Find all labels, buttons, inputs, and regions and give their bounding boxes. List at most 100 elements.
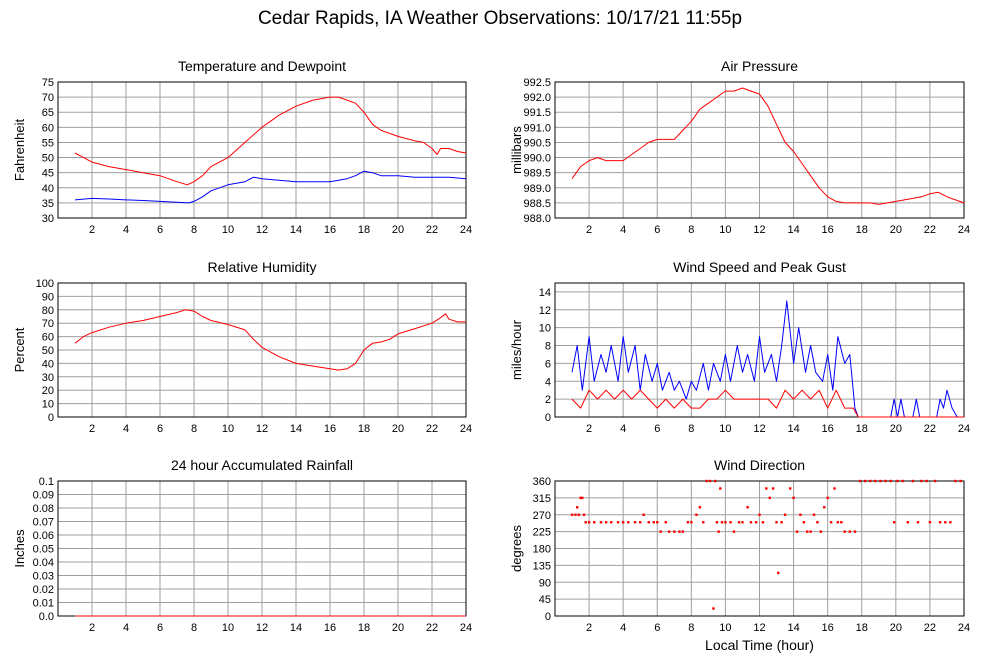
pressure-chart: 2 4 6 8 10 12 14 16 18 20 22 24988.0988.5989.0989.5… xyxy=(509,58,970,236)
x-tick-label: 8 xyxy=(688,224,694,236)
data-point xyxy=(659,530,662,533)
y-tick-label: 0.06 xyxy=(33,530,54,542)
x-tick-label: 2 xyxy=(89,423,95,435)
x-tick-label: 4 xyxy=(620,622,626,634)
chart-title: Relative Humidity xyxy=(208,259,317,275)
data-point xyxy=(840,521,843,524)
data-point xyxy=(741,521,744,524)
y-tick-label: 992.5 xyxy=(523,77,551,89)
x-tick-label: 18 xyxy=(358,423,370,435)
y-axis-label: Percent xyxy=(12,327,27,372)
data-point xyxy=(686,521,690,524)
data-point xyxy=(610,521,613,524)
series-line-red xyxy=(74,309,466,371)
y-tick-label: 4 xyxy=(545,376,551,388)
data-point xyxy=(584,521,587,524)
data-point xyxy=(911,479,915,483)
x-tick-label: 16 xyxy=(822,423,834,435)
data-point xyxy=(719,487,722,490)
data-point xyxy=(836,521,840,524)
y-tick-label: 50 xyxy=(42,153,54,165)
y-tick-label: 988.0 xyxy=(523,213,551,225)
y-tick-label: 990.5 xyxy=(523,137,551,149)
x-tick-label: 12 xyxy=(256,224,268,236)
data-point xyxy=(879,479,882,483)
y-tick-label: 6 xyxy=(545,358,551,370)
x-tick-label: 20 xyxy=(890,622,902,634)
y-tick-label: 0.04 xyxy=(33,557,54,569)
y-tick-label: 988.5 xyxy=(523,198,551,210)
y-tick-label: 8 xyxy=(545,341,551,353)
data-point xyxy=(792,496,795,500)
data-point xyxy=(717,530,720,533)
data-point xyxy=(708,479,712,483)
data-point xyxy=(802,521,806,524)
x-tick-label: 4 xyxy=(620,423,626,435)
y-tick-label: 10 xyxy=(539,323,551,335)
data-point xyxy=(816,521,819,524)
y-tick-label: 45 xyxy=(42,168,54,180)
x-tick-label: 20 xyxy=(890,224,902,236)
data-point xyxy=(621,521,625,524)
y-tick-label: 0.08 xyxy=(33,503,54,515)
y-tick-label: 989.5 xyxy=(523,168,551,180)
series-line-blue xyxy=(74,170,467,204)
y-tick-label: 75 xyxy=(42,77,54,89)
data-point xyxy=(579,496,582,500)
x-tick-label: 2 xyxy=(586,224,592,236)
data-point xyxy=(799,513,802,516)
y-tick-label: 360 xyxy=(533,476,551,488)
y-tick-label: 40 xyxy=(42,183,54,195)
data-point xyxy=(754,521,758,524)
x-tick-label: 16 xyxy=(324,423,336,435)
data-point xyxy=(627,521,630,524)
x-tick-label: 20 xyxy=(392,622,404,634)
x-tick-label: 24 xyxy=(460,423,472,435)
y-tick-label: 0 xyxy=(545,412,551,424)
y-tick-label: 45 xyxy=(539,594,551,606)
chart-title: Air Pressure xyxy=(721,58,798,74)
data-point xyxy=(705,479,708,483)
x-tick-label: 6 xyxy=(654,423,660,435)
data-point xyxy=(581,496,584,500)
plot-frame xyxy=(554,282,965,418)
data-point xyxy=(768,496,771,500)
data-point xyxy=(959,479,962,483)
x-tick-label: 22 xyxy=(924,224,936,236)
x-tick-label: 18 xyxy=(358,622,370,634)
data-point xyxy=(780,521,783,524)
x-tick-label: 8 xyxy=(191,423,197,435)
data-point xyxy=(724,521,727,524)
data-point xyxy=(652,521,656,524)
x-tick-label: 4 xyxy=(123,224,129,236)
data-point xyxy=(788,487,792,490)
data-point xyxy=(775,521,778,524)
x-tick-label: 18 xyxy=(856,622,868,634)
y-tick-label: 65 xyxy=(42,107,54,119)
x-tick-label: 14 xyxy=(290,423,302,435)
series-line-red xyxy=(74,96,467,186)
x-tick-label: 4 xyxy=(620,224,626,236)
y-tick-label: 180 xyxy=(533,544,551,556)
x-tick-label: 18 xyxy=(856,224,868,236)
y-tick-label: 0.07 xyxy=(33,517,54,529)
data-point xyxy=(765,487,768,490)
data-point xyxy=(732,530,736,533)
plot-frame xyxy=(57,282,467,418)
series-line-red xyxy=(571,87,965,205)
data-point xyxy=(737,521,741,524)
chart-title: Wind Direction xyxy=(714,457,805,473)
x-tick-label: 10 xyxy=(222,622,234,634)
data-point xyxy=(570,513,574,516)
x-tick-label: 6 xyxy=(157,224,163,236)
x-tick-label: 16 xyxy=(324,622,336,634)
x-tick-label: 16 xyxy=(324,224,336,236)
data-point xyxy=(720,521,724,524)
data-point xyxy=(715,521,719,524)
chart-title: Wind Speed and Peak Gust xyxy=(673,259,846,275)
direction-chart: 2 4 6 8 10 12 14 16 18 20 22 2404590135180225270315… xyxy=(509,457,970,653)
data-point xyxy=(749,521,753,524)
